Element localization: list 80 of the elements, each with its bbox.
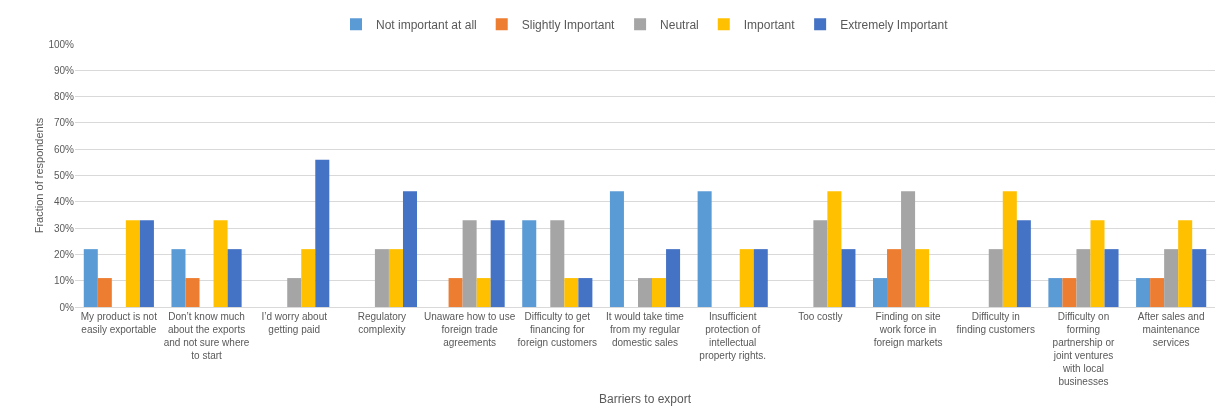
x-tick-label: After sales and maintenance services — [1137, 311, 1205, 348]
x-axis-title: Barriers to export — [598, 391, 692, 406]
y-tick-label: 60% — [53, 143, 75, 155]
bar — [490, 220, 505, 307]
bar — [637, 278, 653, 307]
bar — [185, 278, 200, 307]
x-tick-label: It would take time from my regular domestic sales — [606, 311, 685, 348]
bar — [988, 249, 1003, 307]
x-tick-label: Regulatory complexity — [357, 311, 407, 335]
bar — [666, 249, 681, 307]
x-tick-label: I’d worry about getting paid — [261, 311, 328, 335]
x-tick-label: Too costly — [798, 311, 843, 322]
y-tick-label: 90% — [53, 64, 75, 76]
legend-label: Neutral — [660, 17, 699, 32]
bar — [213, 220, 228, 307]
x-tick-label: My product is not easily exportable — [80, 311, 158, 335]
y-tick-label: 100% — [48, 38, 75, 50]
x-tick-label: Don’t know much about the exports and not sure where to start — [163, 311, 250, 361]
bar — [83, 249, 98, 307]
bar — [873, 278, 888, 307]
bar — [448, 278, 463, 307]
y-tick-label: 80% — [53, 91, 75, 103]
bar — [1164, 249, 1179, 307]
bar — [287, 278, 302, 307]
bar — [1076, 249, 1091, 307]
bar — [462, 220, 477, 307]
bar — [139, 220, 154, 307]
y-tick-label: 20% — [53, 248, 75, 260]
bar — [476, 278, 491, 307]
bar — [753, 249, 768, 307]
bar — [697, 191, 712, 307]
bar — [1178, 220, 1193, 307]
bar — [125, 220, 140, 307]
x-tick-label: Unaware how to use foreign trade agreements — [424, 311, 516, 348]
y-tick-label: 10% — [53, 275, 75, 287]
bar — [374, 249, 389, 307]
bar — [315, 159, 330, 307]
bar — [739, 249, 754, 307]
bar — [301, 249, 316, 307]
bar — [1104, 249, 1119, 307]
x-tick-label: Difficulty in finding customers — [956, 311, 1035, 335]
y-axis-title: Fraction of respondents — [33, 117, 45, 234]
bar — [550, 220, 565, 307]
bar — [1016, 220, 1031, 307]
legend-label: Extremely Important — [840, 17, 949, 32]
bar — [1002, 191, 1017, 307]
bar — [915, 249, 930, 307]
bar — [887, 249, 902, 307]
bar — [1090, 220, 1105, 307]
bar — [97, 278, 112, 307]
bar — [813, 220, 828, 307]
bar — [901, 191, 916, 307]
y-tick-label: 30% — [53, 222, 75, 234]
x-tick-label: Difficulty on forming partnership or joint ventures with local businesses — [1052, 311, 1115, 387]
bar — [1192, 249, 1207, 307]
bar — [578, 278, 593, 307]
y-tick-label: 70% — [53, 117, 75, 129]
legend-label: Not important at all — [376, 17, 477, 32]
bar — [564, 278, 579, 307]
bar — [522, 220, 537, 307]
bar — [1150, 278, 1165, 307]
legend-label: Slightly Important — [521, 17, 616, 32]
bar — [402, 191, 417, 307]
bar — [227, 249, 242, 307]
y-tick-label: 40% — [53, 196, 75, 208]
y-tick-label: 0% — [59, 301, 75, 313]
x-tick-label: Insufficient protection of intellectual property rights. — [699, 311, 767, 361]
bar — [1062, 278, 1077, 307]
bar — [1048, 278, 1063, 307]
y-tick-label: 50% — [53, 170, 75, 181]
legend-label: Important — [743, 17, 796, 32]
bar — [171, 249, 186, 307]
bar — [609, 191, 624, 307]
bar — [652, 278, 667, 307]
bar — [841, 249, 856, 307]
bar — [1136, 278, 1151, 307]
x-tick-label: Finding on site work force in foreign markets — [873, 311, 943, 348]
x-tick-label: Difficulty to get financing for foreign customers — [517, 311, 598, 348]
bar — [388, 249, 403, 307]
bar — [827, 191, 842, 307]
